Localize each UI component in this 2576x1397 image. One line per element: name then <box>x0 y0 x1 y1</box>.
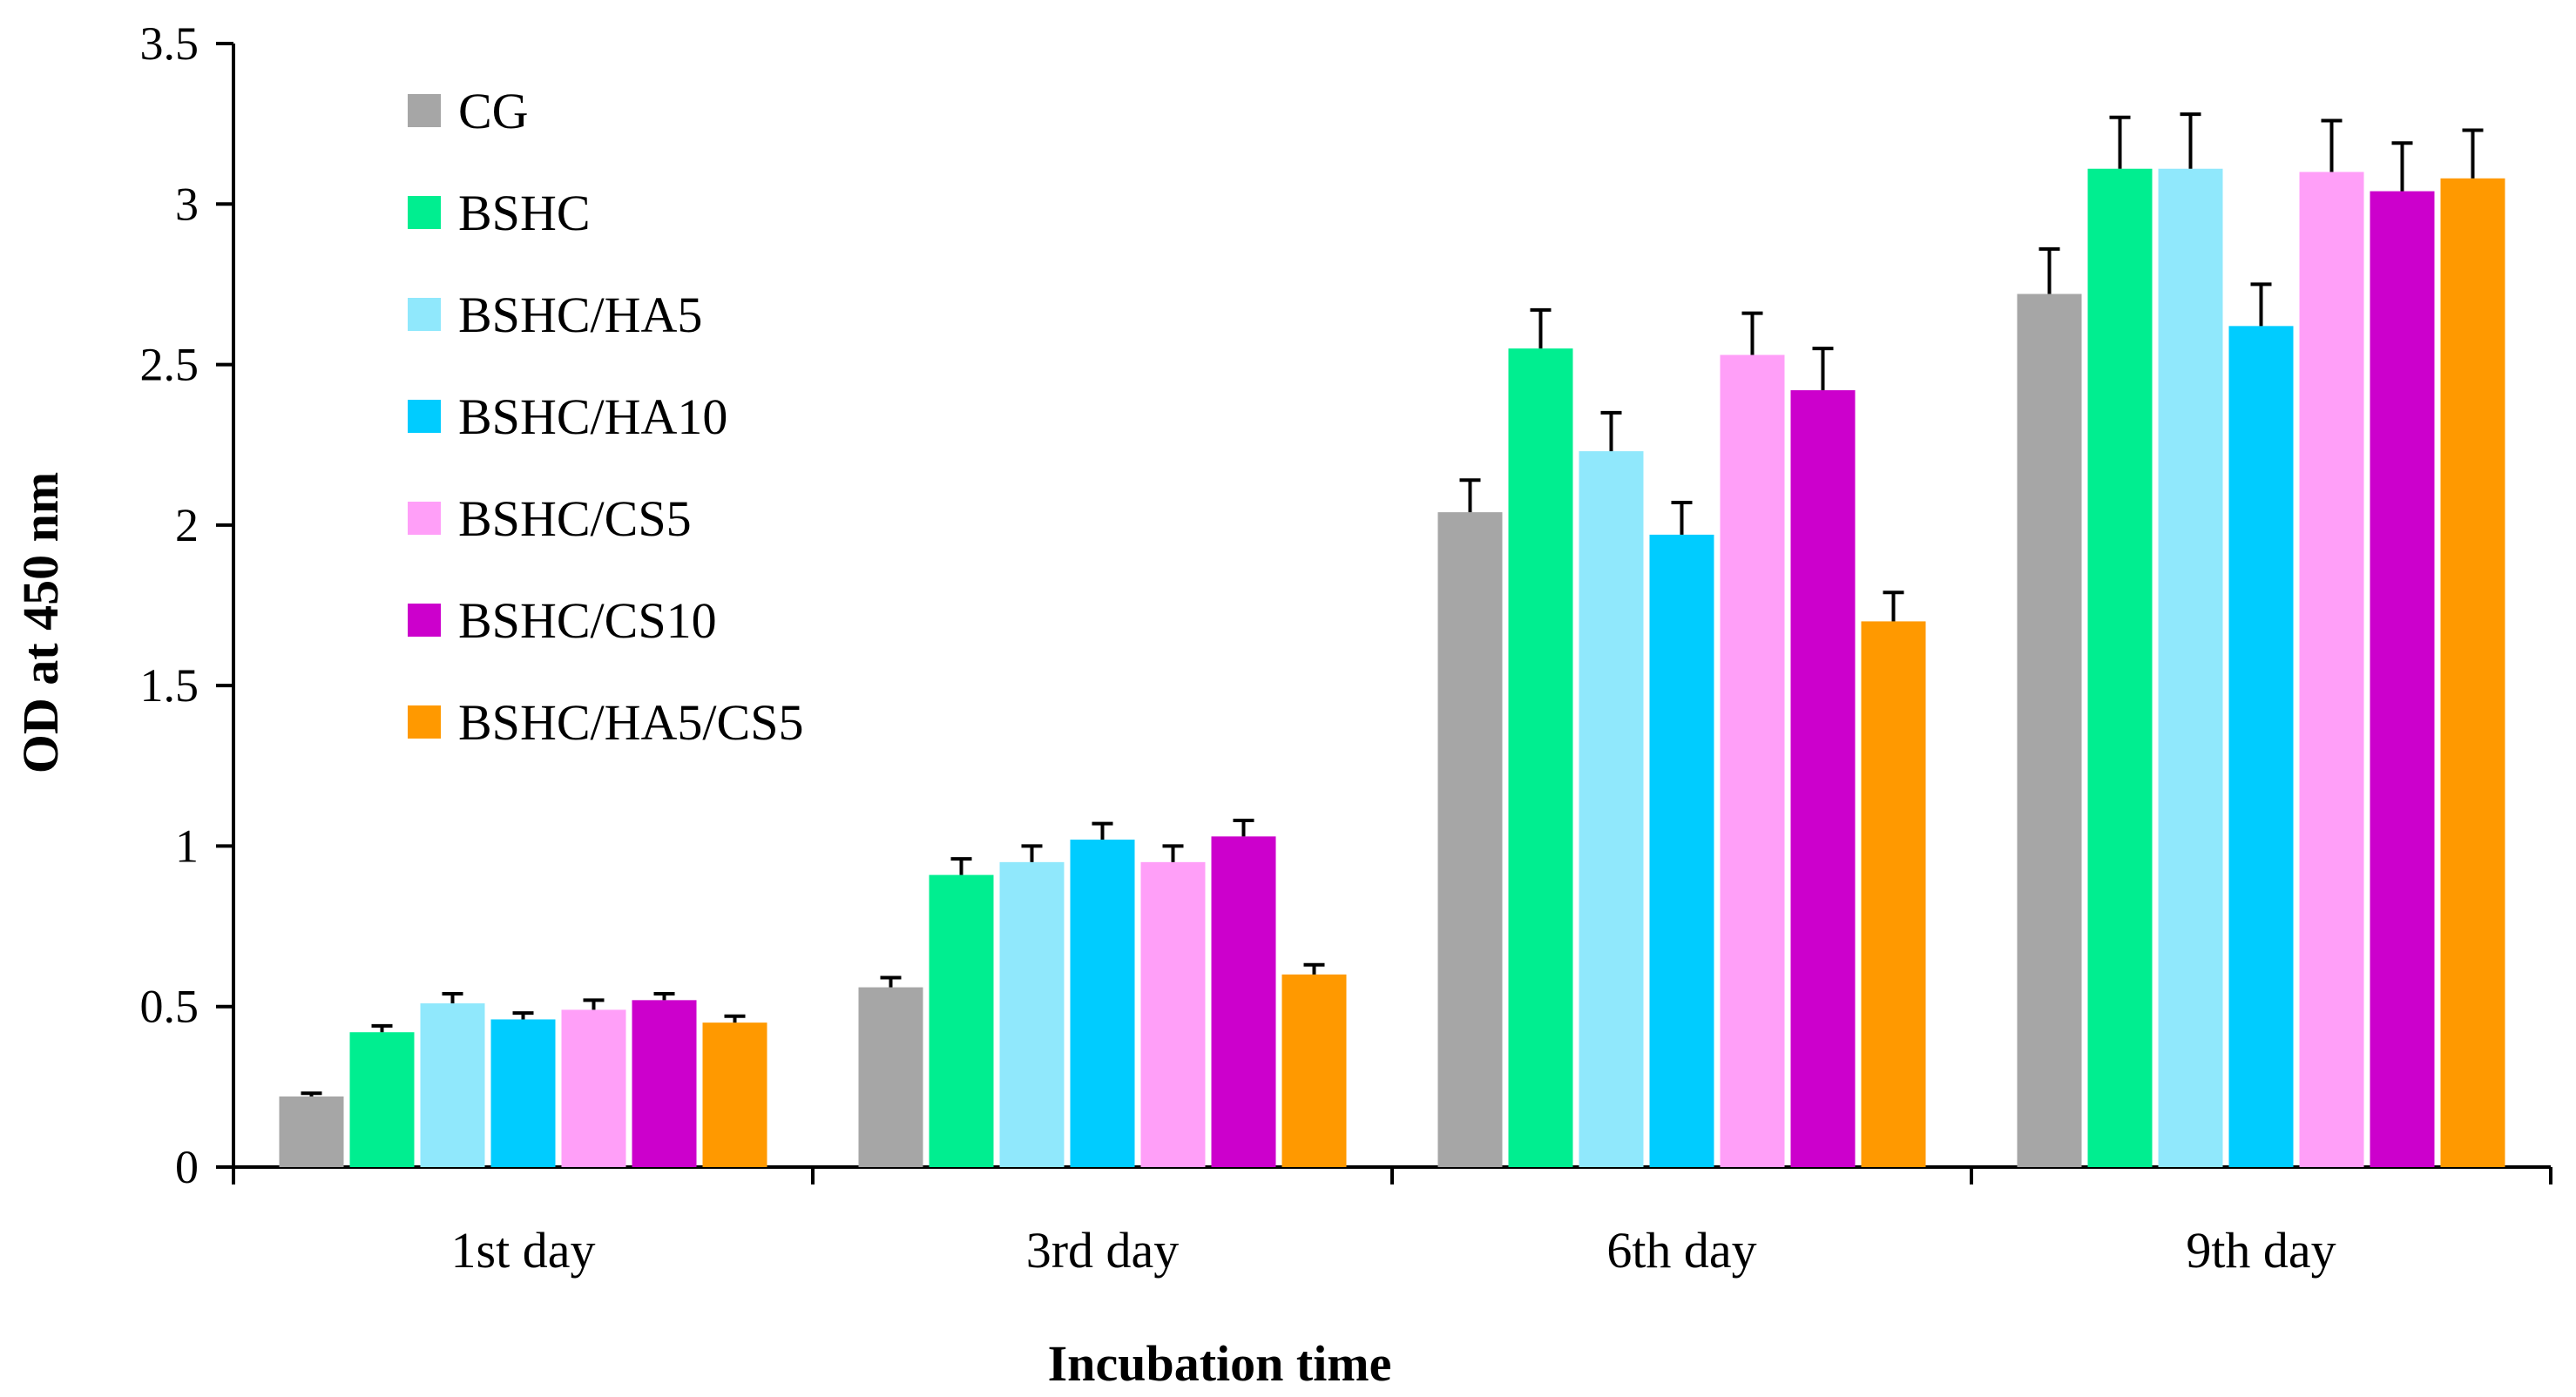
bar <box>2440 178 2505 1167</box>
bar <box>999 861 1065 1167</box>
bar <box>2017 294 2082 1167</box>
bar <box>1861 621 1926 1167</box>
bar <box>1140 861 1206 1167</box>
legend-swatch <box>408 196 441 229</box>
bar <box>1508 348 1573 1168</box>
bar <box>1649 534 1714 1167</box>
legend-label: BSHC <box>458 185 591 241</box>
bar <box>2228 326 2294 1167</box>
legend-item: BSHC/HA10 <box>408 388 727 445</box>
bar <box>2370 191 2435 1168</box>
legend-label: BSHC/CS10 <box>458 592 717 649</box>
legend-label: BSHC/HA5 <box>458 287 702 343</box>
bar <box>858 987 923 1167</box>
x-tick-label: 1st day <box>451 1222 596 1279</box>
legend-label: BSHC/CS5 <box>458 490 692 547</box>
bar <box>420 1003 485 1167</box>
legend-item: BSHC/HA5 <box>408 287 702 343</box>
x-tick-label: 3rd day <box>1026 1222 1180 1279</box>
bar <box>1437 512 1503 1167</box>
bar <box>632 1000 697 1167</box>
y-tick-label: 0 <box>175 1141 199 1193</box>
bar <box>2299 172 2364 1167</box>
legend-swatch <box>408 94 441 127</box>
y-tick-label: 3.5 <box>140 17 199 70</box>
bar <box>1790 390 1856 1167</box>
legend-swatch <box>408 705 441 739</box>
bar <box>490 1019 556 1167</box>
y-tick-label: 1.5 <box>140 659 199 712</box>
legend-item: BSHC <box>408 185 591 241</box>
bar <box>1281 974 1347 1167</box>
bar <box>702 1022 767 1167</box>
bar <box>349 1032 415 1167</box>
legend-label: CG <box>458 83 529 139</box>
y-tick-label: 3 <box>175 178 199 230</box>
x-axis-title: Incubation time <box>1048 1335 1392 1392</box>
legend-item: BSHC/HA5/CS5 <box>408 694 803 751</box>
bar <box>1579 451 1644 1167</box>
legend-swatch <box>408 502 441 535</box>
y-tick-label: 2 <box>175 499 199 551</box>
legend: CG BSHC BSHC/HA5 BSHC/HA10 BSHC/CS5 BSHC/CS10… <box>408 83 803 751</box>
bar <box>1720 354 1785 1167</box>
legend-swatch <box>408 298 441 331</box>
bar <box>1211 836 1276 1167</box>
bar <box>929 874 994 1167</box>
x-tick-label: 9th day <box>2186 1222 2336 1279</box>
legend-swatch <box>408 400 441 433</box>
y-tick-label: 2.5 <box>140 339 199 391</box>
legend-label: BSHC/HA5/CS5 <box>458 694 803 751</box>
bar <box>279 1096 344 1167</box>
legend-item: BSHC/CS5 <box>408 490 692 547</box>
y-axis-title: OD at 450 nm <box>12 472 69 773</box>
y-tick-label: 1 <box>175 820 199 872</box>
legend-label: BSHC/HA10 <box>458 388 727 445</box>
bar <box>1070 840 1135 1167</box>
legend-item: BSHC/CS10 <box>408 592 717 649</box>
y-axis: 0 0.5 1 1.5 2 2.5 3 3.5 <box>140 17 235 1193</box>
x-axis: 1st day 3rd day 6th day 9th day <box>232 1165 2552 1279</box>
bar <box>561 1009 626 1167</box>
y-tick-label: 0.5 <box>140 981 199 1033</box>
bars <box>279 168 2505 1168</box>
legend-swatch <box>408 604 441 637</box>
x-tick-label: 6th day <box>1606 1222 1756 1279</box>
legend-item: CG <box>408 83 529 139</box>
bar <box>2087 168 2153 1167</box>
bar <box>2158 168 2223 1167</box>
error-bars <box>301 112 2484 1097</box>
